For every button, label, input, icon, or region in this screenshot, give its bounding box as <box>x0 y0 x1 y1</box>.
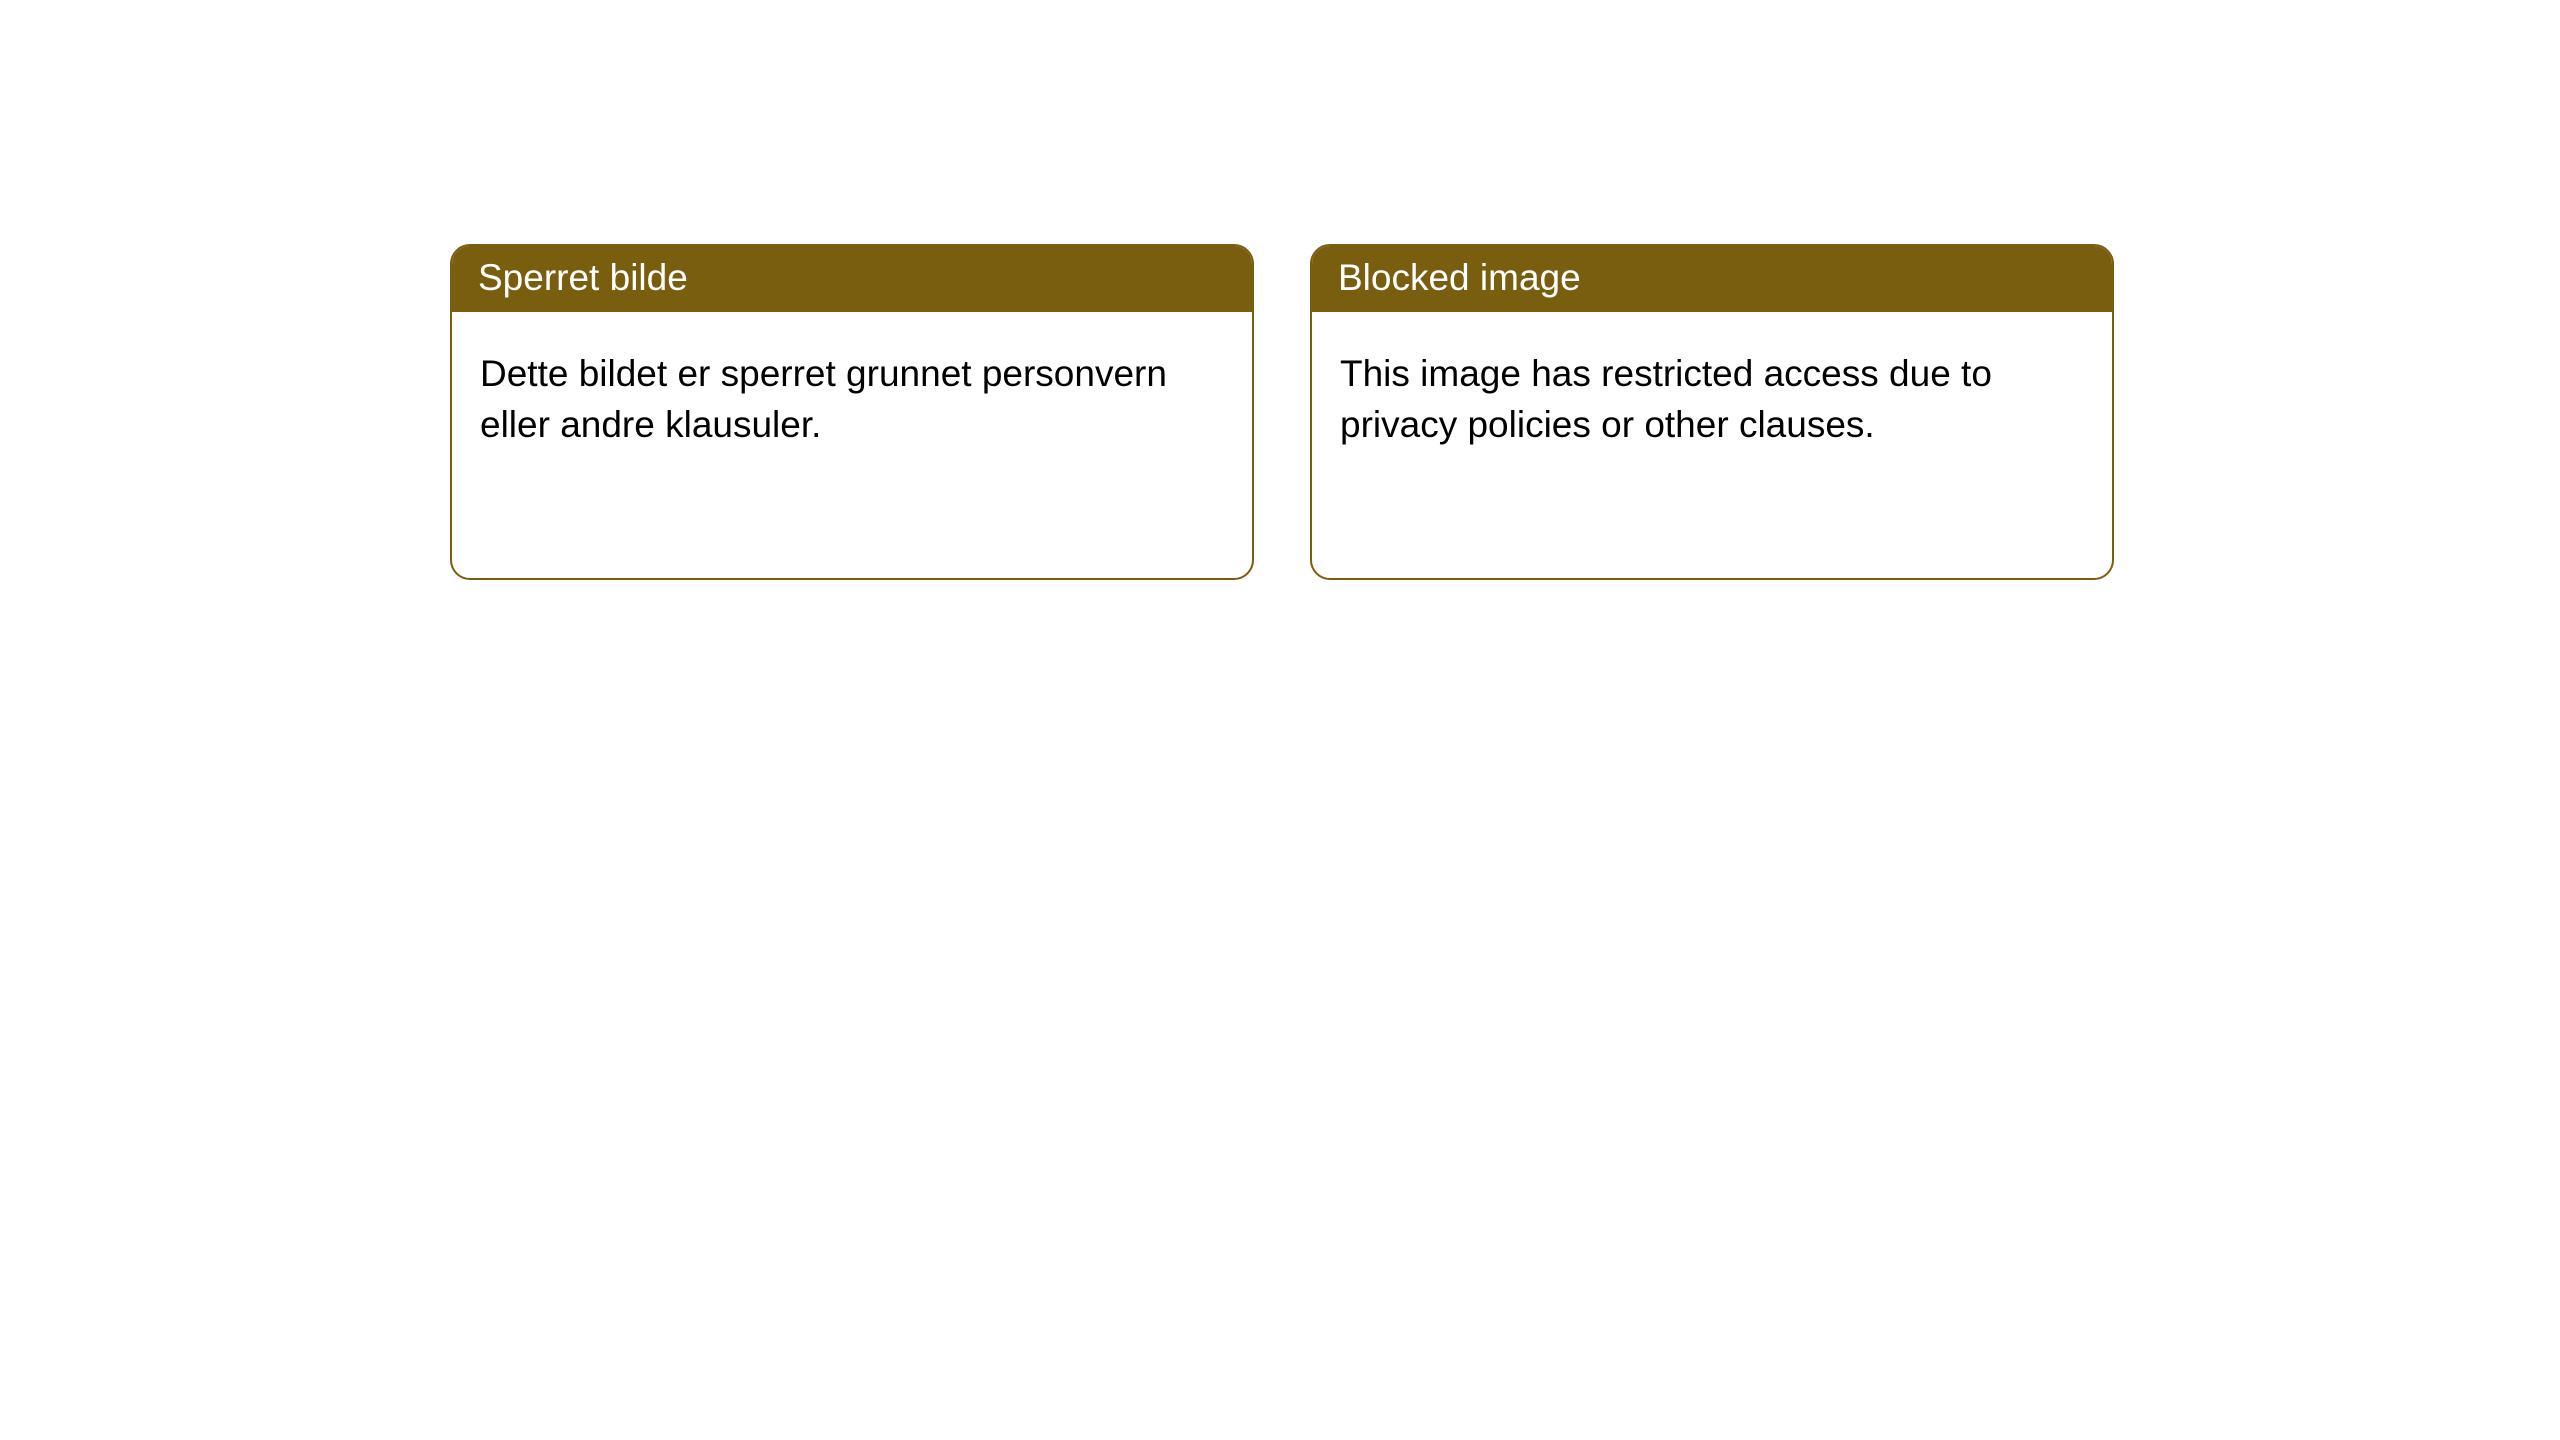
notice-title-english: Blocked image <box>1312 246 2112 312</box>
notice-body-english: This image has restricted access due to … <box>1312 312 2112 486</box>
notice-card-norwegian: Sperret bilde Dette bildet er sperret gr… <box>450 244 1254 580</box>
notice-body-norwegian: Dette bildet er sperret grunnet personve… <box>452 312 1252 486</box>
notice-card-english: Blocked image This image has restricted … <box>1310 244 2114 580</box>
notice-container: Sperret bilde Dette bildet er sperret gr… <box>0 0 2560 580</box>
notice-title-norwegian: Sperret bilde <box>452 246 1252 312</box>
